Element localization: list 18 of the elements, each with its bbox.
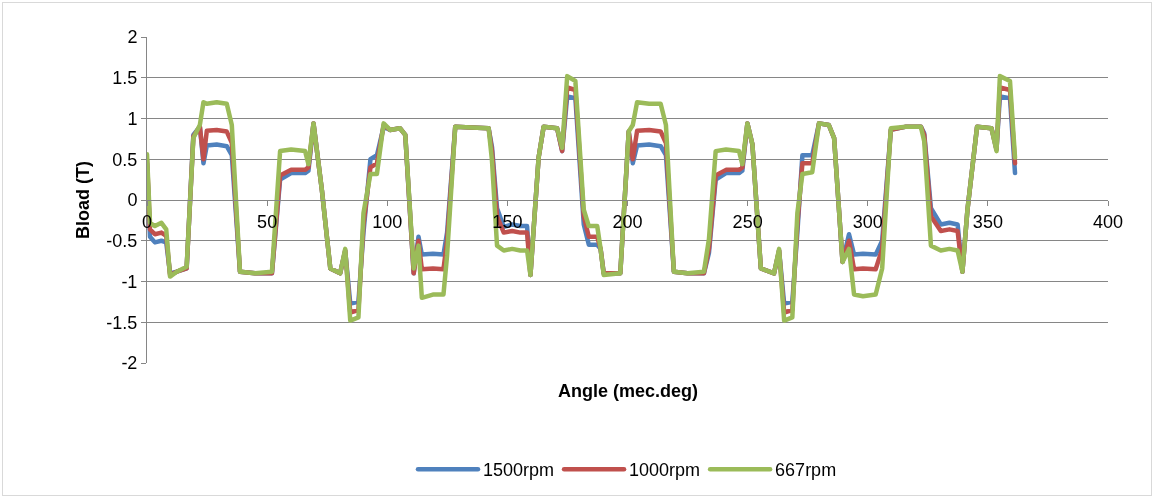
x-tick-label: 350 xyxy=(972,211,1003,232)
y-tick-label: 1.5 xyxy=(112,68,138,89)
y-tick-label: 1 xyxy=(127,108,138,129)
x-tick-label: 400 xyxy=(1092,211,1124,232)
y-tick-label: 0.5 xyxy=(112,149,138,170)
x-tick-label: 300 xyxy=(852,211,883,232)
legend-label: 1000rpm xyxy=(629,460,701,481)
y-tick-label: -1.5 xyxy=(106,312,138,333)
y-tick-label: -0.5 xyxy=(106,231,138,252)
y-tick-label: 2 xyxy=(127,27,138,48)
y-axis-title: Bload (T) xyxy=(72,161,93,239)
x-axis-title: Angle (mec.deg) xyxy=(558,381,699,401)
legend-label: 1500rpm xyxy=(483,460,555,481)
legend-label: 667rpm xyxy=(775,460,837,481)
y-tick-label: 0 xyxy=(127,190,138,211)
x-tick-label: 100 xyxy=(372,211,403,232)
y-tick-label: -1 xyxy=(121,271,138,292)
y-tick-label: -2 xyxy=(121,353,138,374)
